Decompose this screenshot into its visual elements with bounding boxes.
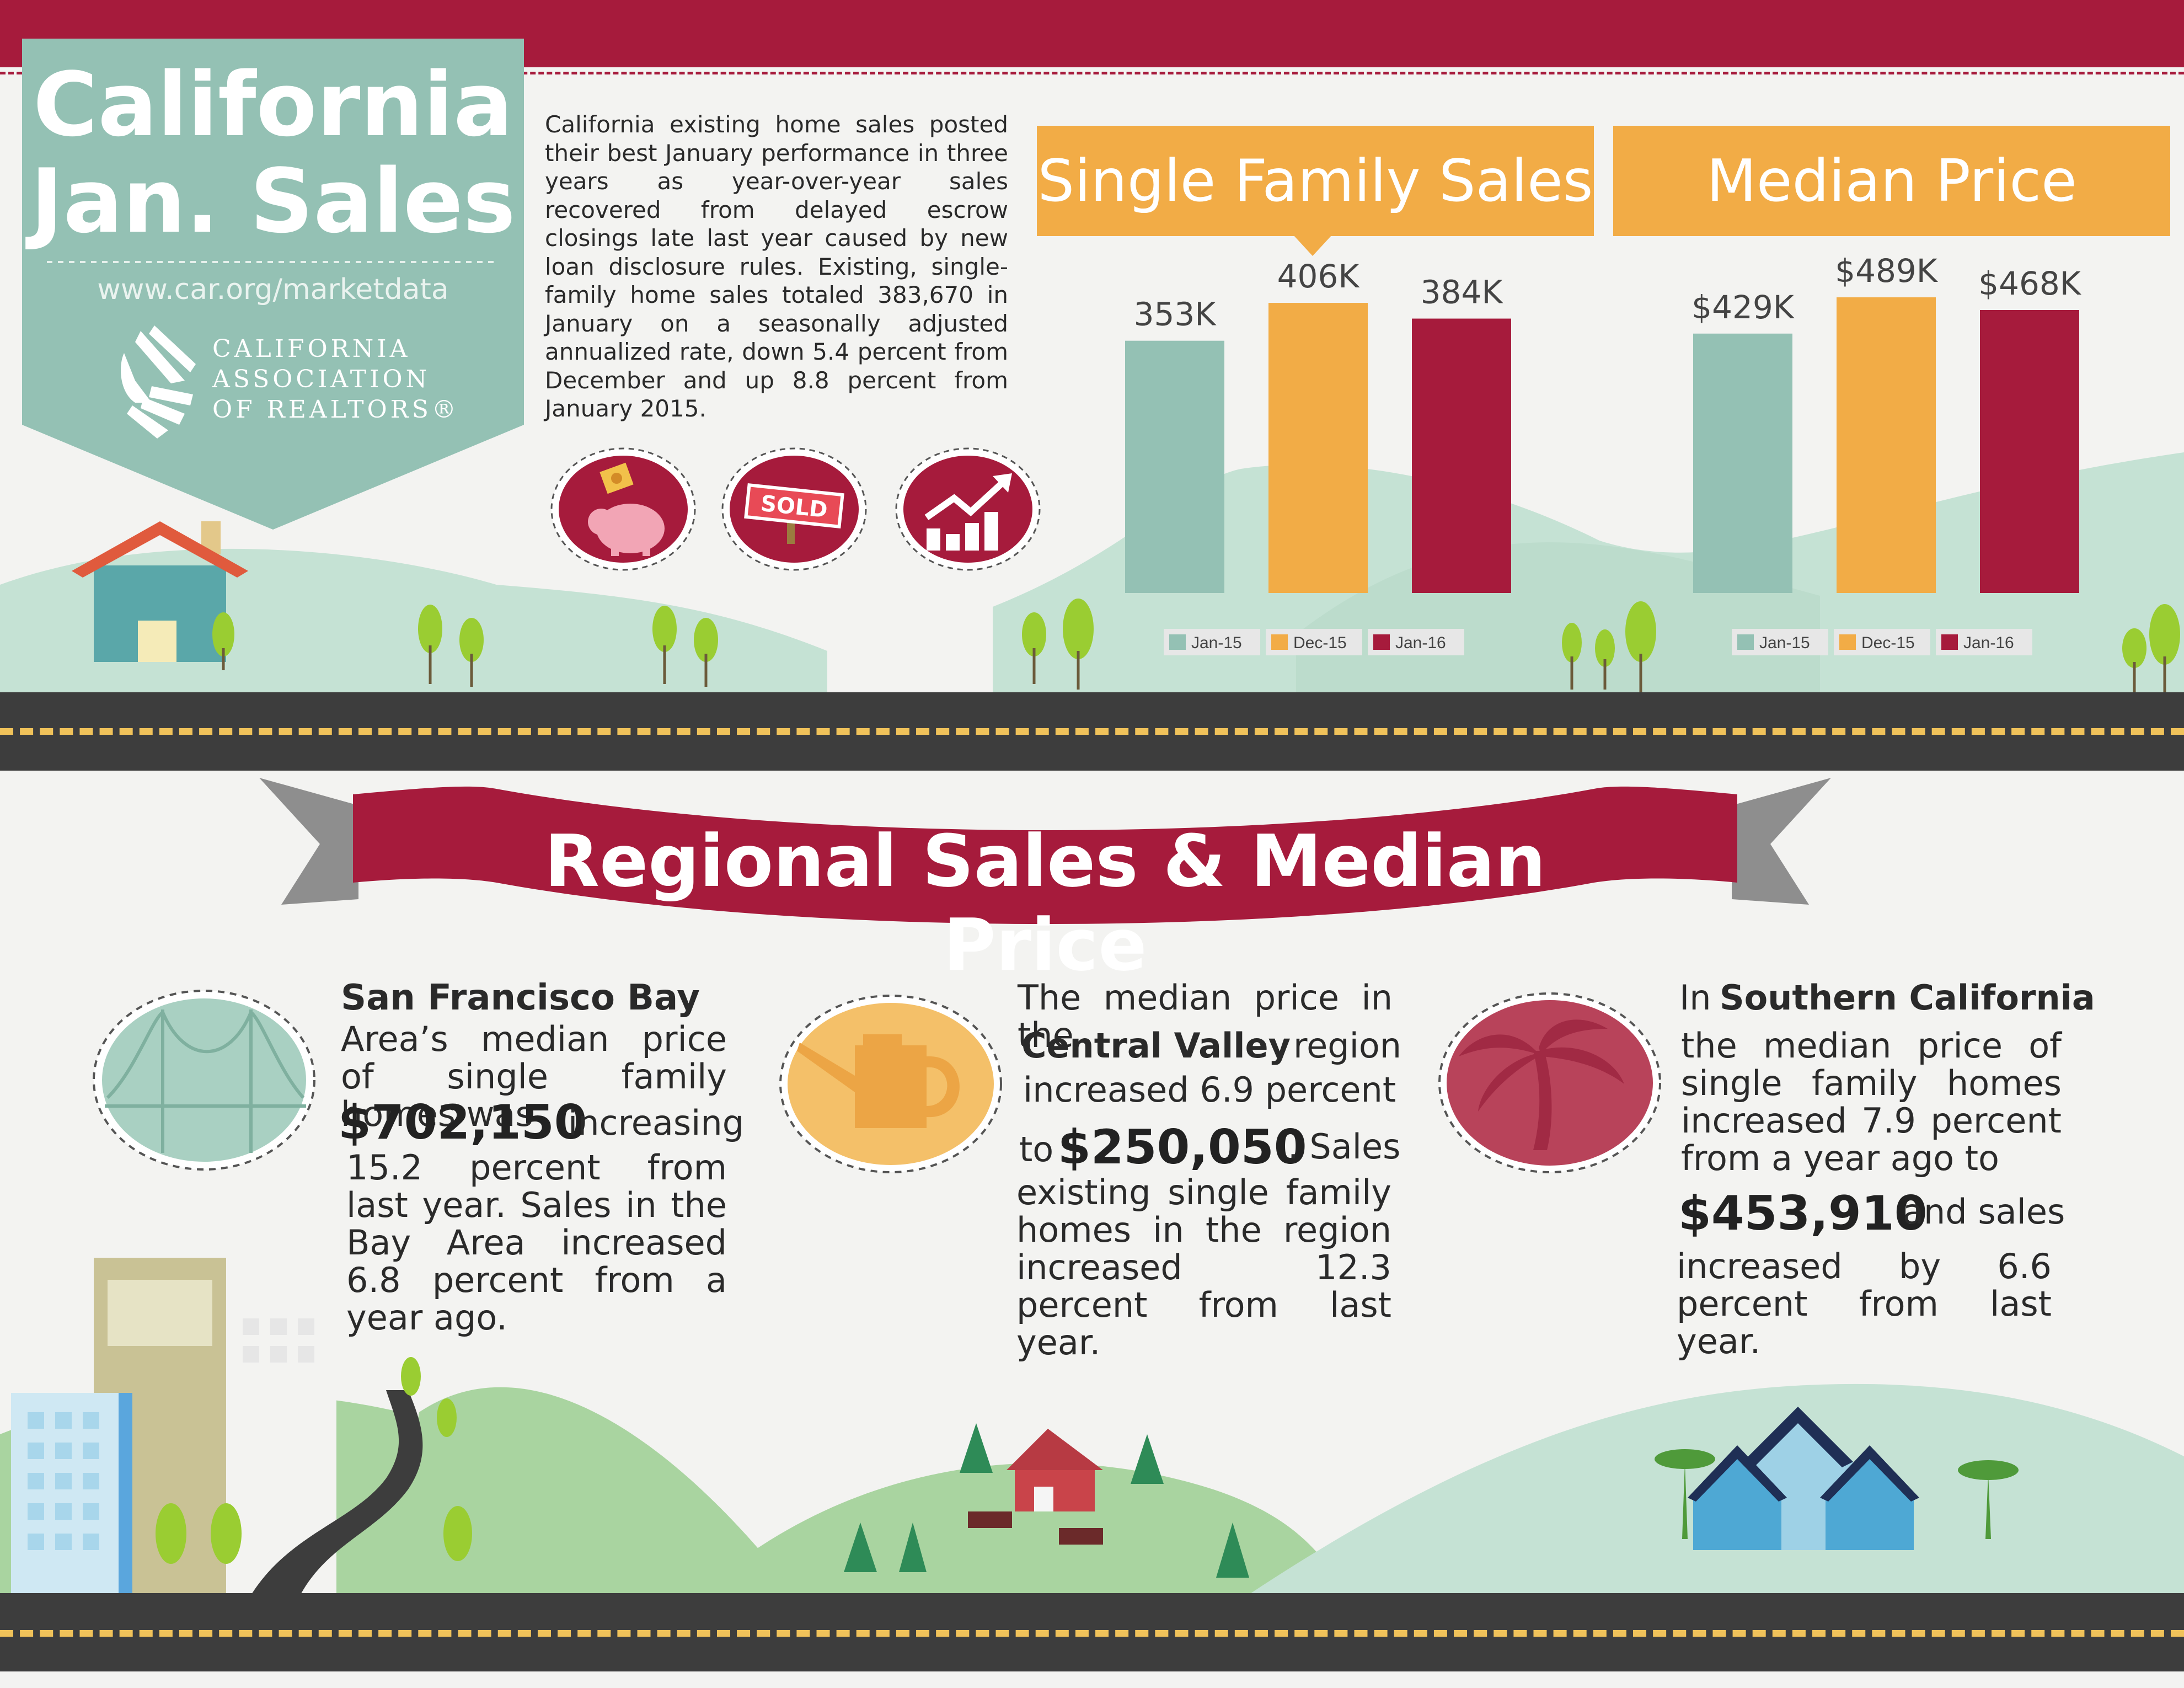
bar-value-label: 406K bbox=[1277, 258, 1361, 295]
city-buildings-illustration bbox=[11, 1258, 472, 1600]
central-valley-to: to bbox=[1019, 1129, 1054, 1169]
logo-text-line1: CALIFORNIA bbox=[212, 335, 411, 363]
regional-ribbon-banner bbox=[259, 778, 1831, 924]
intro-paragraph: California existing home sales posted th… bbox=[545, 111, 1008, 422]
house-icon bbox=[72, 521, 248, 662]
legend-label: Jan-16 bbox=[1963, 634, 2014, 652]
southern-california-price: $453,910 bbox=[1678, 1186, 1928, 1241]
chart-header-median-price: Median Price bbox=[1613, 126, 2170, 236]
suburban-houses-illustration bbox=[1655, 1407, 2019, 1550]
bay-area-text-b: increasing bbox=[568, 1103, 745, 1143]
central-valley-text-c: . Sales bbox=[1288, 1126, 1401, 1167]
bar-Dec-15 bbox=[1837, 297, 1936, 593]
page-title-line1: California bbox=[33, 53, 513, 156]
bar-value-label: $489K bbox=[1835, 252, 1939, 290]
single-family-sales-chart: 353K 406K 384K Jan-15 Dec-15 Jan-16 bbox=[1125, 258, 1511, 655]
central-valley-price: $250,050 bbox=[1058, 1120, 1307, 1175]
legend-label: Jan-16 bbox=[1395, 634, 1446, 652]
bay-area-text-c: 15.2 percent from last year. Sales in th… bbox=[346, 1147, 727, 1338]
southern-california-text-b: and sales bbox=[1903, 1192, 2065, 1232]
southern-california-name: Southern California bbox=[1720, 977, 2095, 1018]
road-top-lane-markings bbox=[0, 728, 2184, 735]
source-url[interactable]: www.car.org/marketdata bbox=[97, 273, 449, 306]
top-dashed-line bbox=[0, 72, 2184, 74]
trees-top bbox=[212, 599, 2180, 692]
southern-california-in: In bbox=[1679, 977, 1711, 1018]
bar-Dec-15 bbox=[1268, 303, 1368, 593]
bay-area-name: San Francisco Bay bbox=[341, 977, 700, 1018]
legend-item-Dec-15: Dec-15 bbox=[1834, 629, 1930, 655]
chart-header-single-family-sales: Single Family Sales bbox=[1037, 126, 1594, 236]
southern-california-text-a: the median price of single family homes … bbox=[1681, 1025, 2062, 1178]
bar-Jan-15 bbox=[1125, 340, 1224, 593]
bar-value-label: $429K bbox=[1691, 289, 1795, 326]
legend-label: Jan-15 bbox=[1191, 634, 1242, 652]
central-valley-text-b: increased 6.9 percent bbox=[1023, 1070, 1396, 1110]
bar-value-label: $468K bbox=[1978, 265, 2082, 302]
median-price-chart: $429K $489K $468K Jan-15 Dec-15 Jan-16 bbox=[1691, 252, 2082, 655]
logo-text-line3: OF REALTORS® bbox=[212, 396, 459, 424]
palm-tree-icon bbox=[1438, 992, 1661, 1173]
bar-Jan-16 bbox=[1980, 310, 2079, 593]
sold-sign-icon: SOLD bbox=[721, 447, 867, 571]
bar-value-label: 384K bbox=[1421, 274, 1504, 311]
regional-section-title: Regional Sales & Median Price bbox=[544, 819, 1546, 987]
road-bottom-lane-markings bbox=[0, 1630, 2184, 1637]
bay-area-price: $702,150 bbox=[338, 1095, 587, 1150]
logo-text-line2: ASSOCIATION bbox=[212, 365, 431, 393]
central-valley-intro: The median price in the bbox=[1018, 977, 1393, 1055]
legend-item-Jan-16: Jan-16 bbox=[1368, 629, 1464, 655]
legend-item-Jan-16: Jan-16 bbox=[1936, 629, 2032, 655]
page-title-line2: Jan. Sales bbox=[30, 149, 516, 253]
piggy-bank-icon bbox=[550, 447, 696, 571]
central-valley-text-a: region bbox=[1293, 1025, 1402, 1066]
central-valley-name: Central Valley bbox=[1021, 1025, 1291, 1066]
chart-header-pointer bbox=[1293, 235, 1332, 256]
legend-item-Jan-15: Jan-15 bbox=[1732, 629, 1828, 655]
legend-label: Dec-15 bbox=[1293, 634, 1347, 652]
realtors-logo-icon bbox=[121, 325, 196, 439]
legend-item-Dec-15: Dec-15 bbox=[1266, 629, 1362, 655]
legend-label: Jan-15 bbox=[1759, 634, 1810, 652]
watering-can-icon bbox=[779, 995, 1002, 1173]
bar-Jan-15 bbox=[1693, 333, 1792, 593]
central-valley-text-d: existing single family homes in the regi… bbox=[1016, 1172, 1391, 1363]
bar-value-label: 353K bbox=[1134, 296, 1217, 333]
legend-item-Jan-15: Jan-15 bbox=[1164, 629, 1260, 655]
golden-gate-bridge-icon bbox=[93, 990, 315, 1171]
farm-illustration bbox=[844, 1423, 1249, 1578]
bay-area-text-a: Area’s median price of single family hom… bbox=[341, 1019, 727, 1134]
legend-label: Dec-15 bbox=[1861, 634, 1915, 652]
growth-chart-icon bbox=[895, 447, 1041, 571]
southern-california-text-c: increased by 6.6 percent from last year. bbox=[1677, 1246, 2052, 1361]
bar-Jan-16 bbox=[1412, 318, 1511, 593]
